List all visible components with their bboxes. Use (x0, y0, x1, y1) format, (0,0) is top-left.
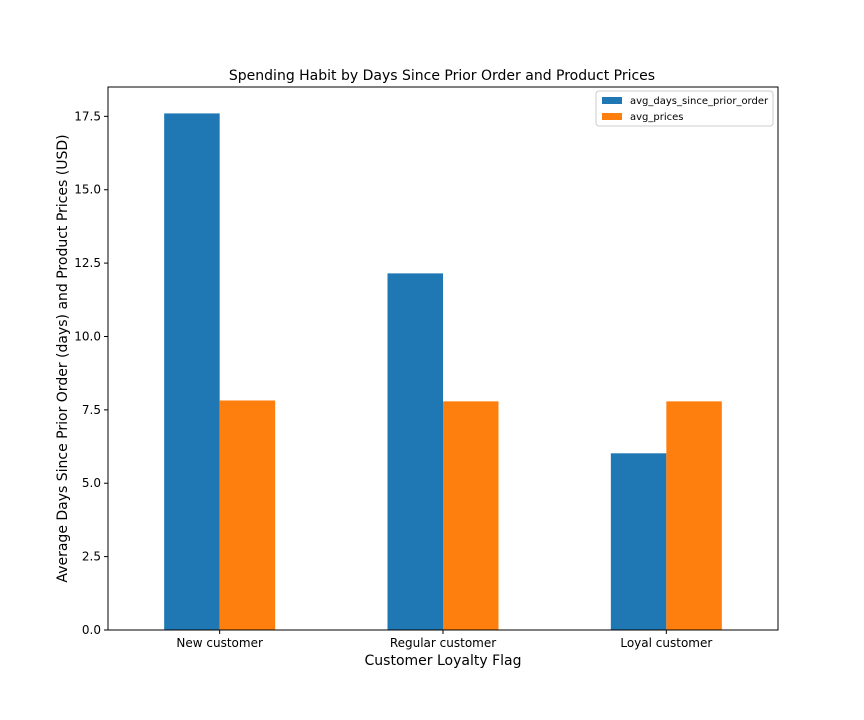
y-axis-title: Average Days Since Prior Order (days) an… (55, 134, 71, 582)
bar-avg-prices-loyal-customer (666, 401, 722, 630)
bars (164, 113, 722, 631)
bar-avg-prices-regular-customer (443, 401, 499, 630)
bar-avg-days-since-prior-order-loyal-customer (610, 453, 667, 630)
plot-frame (107, 86, 779, 631)
y-tick-label: 15.0 (74, 183, 101, 197)
legend-swatch (602, 97, 622, 104)
x-tick-label: New customer (176, 636, 263, 650)
x-tick-label: Regular customer (390, 636, 496, 650)
legend: avg_days_since_prior_order avg_prices (595, 90, 774, 127)
legend-label: avg_prices (630, 112, 684, 123)
x-axis-title: Customer Loyalty Flag (365, 653, 522, 669)
y-tick-label: 12.5 (74, 256, 101, 270)
y-tick-label: 17.5 (74, 109, 101, 123)
y-tick-label: 0.0 (82, 623, 101, 637)
legend-label: avg_days_since_prior_order (630, 96, 769, 107)
legend-swatch (602, 113, 622, 120)
y-tick-label: 7.5 (82, 403, 101, 417)
y-tick-label: 10.0 (74, 329, 101, 343)
x-tick-label: Loyal customer (620, 636, 712, 650)
y-axis: 0.0 2.5 5.0 7.5 10.0 12.5 15.0 17.5 (74, 109, 108, 637)
bar-avg-prices-new-customer (219, 400, 276, 630)
chart-title: Spending Habit by Days Since Prior Order… (229, 68, 655, 84)
legend-box (595, 90, 774, 127)
y-tick-label: 5.0 (82, 476, 101, 490)
bar-avg-days-since-prior-order-regular-customer (387, 273, 443, 630)
y-tick-label: 2.5 (82, 550, 101, 564)
bar-avg-days-since-prior-order-new-customer (164, 113, 220, 631)
x-axis: New customer Regular customer Loyal custom… (176, 630, 712, 650)
